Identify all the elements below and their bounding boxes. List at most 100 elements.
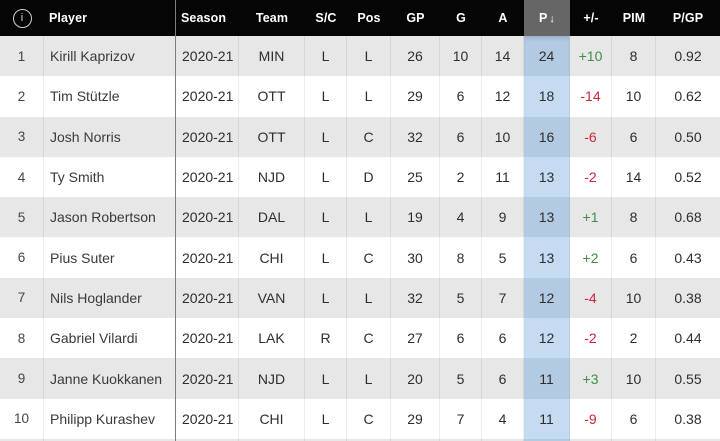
cell-rank: 9 bbox=[0, 358, 44, 399]
col-header-points-sorted[interactable]: P ↓ bbox=[524, 0, 570, 36]
cell-games-played: 26 bbox=[391, 36, 440, 77]
cell-position: L bbox=[347, 36, 391, 77]
cell-rank: 3 bbox=[0, 116, 44, 157]
col-header-shoots-catches[interactable]: S/C bbox=[315, 11, 337, 25]
cell-shoots-catches: L bbox=[305, 116, 347, 157]
cell-points: 12 bbox=[524, 277, 570, 319]
cell-position: L bbox=[347, 277, 391, 319]
cell-season: 2020-21 bbox=[175, 156, 239, 198]
cell-penalty-minutes: 14 bbox=[612, 156, 656, 198]
cell-shoots-catches: L bbox=[305, 36, 347, 77]
cell-goals: 8 bbox=[440, 237, 482, 278]
cell-assists: 4 bbox=[482, 398, 524, 439]
cell-points-per-game: 0.62 bbox=[674, 88, 702, 105]
points-header-label: P bbox=[538, 11, 548, 25]
cell-points: 12 bbox=[524, 318, 570, 359]
sort-descending-arrow-icon: ↓ bbox=[549, 13, 556, 25]
table-row: 10 Philipp Kurashev 2020-21 CHI L C 29 7… bbox=[0, 398, 720, 439]
col-header-assists[interactable]: A bbox=[498, 11, 508, 25]
col-header-player[interactable]: Player bbox=[49, 11, 88, 25]
cell-plus-minus: -4 bbox=[570, 277, 612, 319]
cell-points: 13 bbox=[524, 156, 570, 198]
info-icon[interactable]: i bbox=[12, 8, 32, 28]
cell-position: C bbox=[347, 318, 391, 359]
table-body: 1 Kirill Kaprizov 2020-21 MIN L L 26 10 … bbox=[0, 36, 720, 441]
col-header-season[interactable]: Season bbox=[175, 0, 239, 36]
cell-goals: 4 bbox=[440, 197, 482, 238]
cell-penalty-minutes: 10 bbox=[612, 277, 656, 319]
cell-plus-minus: +1 bbox=[570, 197, 612, 238]
cell-assists: 6 bbox=[482, 358, 524, 399]
cell-player-name[interactable]: Kirill Kaprizov bbox=[50, 48, 135, 65]
cell-points-per-game: 0.50 bbox=[674, 128, 702, 145]
table-row: 7 Nils Hoglander 2020-21 VAN L L 32 5 7 … bbox=[0, 277, 720, 319]
cell-position: C bbox=[347, 116, 391, 157]
col-header-plus-minus[interactable]: +/- bbox=[583, 11, 599, 25]
cell-player-name[interactable]: Janne Kuokkanen bbox=[50, 370, 163, 387]
cell-points: 11 bbox=[524, 398, 570, 439]
cell-rank: 7 bbox=[0, 277, 44, 319]
table-row: 6 Pius Suter 2020-21 CHI L C 30 8 5 13 +… bbox=[0, 237, 720, 278]
cell-shoots-catches: L bbox=[305, 156, 347, 198]
cell-penalty-minutes: 8 bbox=[612, 197, 656, 238]
table-row: 3 Josh Norris 2020-21 OTT L C 32 6 10 16… bbox=[0, 116, 720, 157]
cell-team: OTT bbox=[239, 116, 305, 157]
cell-position: L bbox=[347, 358, 391, 399]
col-header-points-per-game[interactable]: P/GP bbox=[672, 11, 704, 25]
cell-plus-minus: -6 bbox=[570, 116, 612, 157]
cell-penalty-minutes: 10 bbox=[612, 358, 656, 399]
cell-games-played: 32 bbox=[391, 116, 440, 157]
cell-assists bbox=[482, 438, 524, 441]
cell-rank: 1 bbox=[0, 36, 44, 77]
cell-player-name[interactable]: Philipp Kurashev bbox=[50, 410, 156, 427]
cell-plus-minus: +3 bbox=[570, 358, 612, 399]
col-header-team[interactable]: Team bbox=[255, 11, 289, 25]
table-row: 8 Gabriel Vilardi 2020-21 LAK R C 27 6 6… bbox=[0, 318, 720, 359]
cell-rank: 2 bbox=[0, 76, 44, 117]
cell-season: 2020-21 bbox=[175, 116, 239, 157]
cell-shoots-catches: L bbox=[305, 197, 347, 238]
cell-position: L bbox=[347, 76, 391, 117]
table-row: 9 Janne Kuokkanen 2020-21 NJD L L 20 5 6… bbox=[0, 358, 720, 399]
cell-team: VAN bbox=[239, 277, 305, 319]
cell-player-name[interactable]: Josh Norris bbox=[50, 128, 121, 145]
cell-penalty-minutes: 6 bbox=[612, 398, 656, 439]
col-header-penalty-minutes[interactable]: PIM bbox=[622, 11, 646, 25]
cell-player-name[interactable]: Pius Suter bbox=[50, 249, 115, 266]
cell-points-per-game: 0.38 bbox=[674, 289, 702, 306]
cell-penalty-minutes: 2 bbox=[612, 318, 656, 359]
cell-goals: 6 bbox=[440, 76, 482, 117]
cell-player-name[interactable]: Tim Stützle bbox=[50, 88, 120, 105]
cell-games-played: 19 bbox=[391, 197, 440, 238]
col-header-position[interactable]: Pos bbox=[357, 11, 381, 25]
col-header-games-played[interactable]: GP bbox=[406, 11, 425, 25]
cell-points-per-game: 0.68 bbox=[674, 209, 702, 226]
cell-plus-minus: -2 bbox=[570, 318, 612, 359]
col-header-goals[interactable]: G bbox=[456, 11, 466, 25]
cell-games-played: 29 bbox=[391, 398, 440, 439]
cell-plus-minus: -14 bbox=[570, 76, 612, 117]
cell-plus-minus: -2 bbox=[570, 156, 612, 198]
cell-position: D bbox=[347, 156, 391, 198]
table-row: 2 Tim Stützle 2020-21 OTT L L 29 6 12 18… bbox=[0, 76, 720, 117]
cell-rank: 4 bbox=[0, 156, 44, 198]
cell-team: LAK bbox=[239, 318, 305, 359]
cell-season: 2020-21 bbox=[175, 76, 239, 117]
cell-points-per-game: 0.38 bbox=[674, 410, 702, 427]
cell-player-name[interactable]: Jason Robertson bbox=[50, 209, 156, 226]
cell-assists: 6 bbox=[482, 318, 524, 359]
col-header-info[interactable]: i bbox=[0, 0, 44, 36]
cell-player-name[interactable]: Ty Smith bbox=[50, 169, 105, 186]
cell-player-name[interactable]: Gabriel Vilardi bbox=[50, 330, 138, 347]
cell-penalty-minutes: 6 bbox=[612, 237, 656, 278]
cell-games-played: 29 bbox=[391, 76, 440, 117]
cell-player-name[interactable]: Nils Hoglander bbox=[50, 289, 142, 306]
cell-points: 16 bbox=[524, 116, 570, 157]
cell-points-per-game: 0.92 bbox=[674, 48, 702, 65]
cell-games-played bbox=[391, 438, 440, 441]
cell-plus-minus: -9 bbox=[570, 398, 612, 439]
cell-rank bbox=[0, 438, 44, 441]
cell-penalty-minutes: 10 bbox=[612, 76, 656, 117]
cell-season: 2020-21 bbox=[175, 398, 239, 439]
